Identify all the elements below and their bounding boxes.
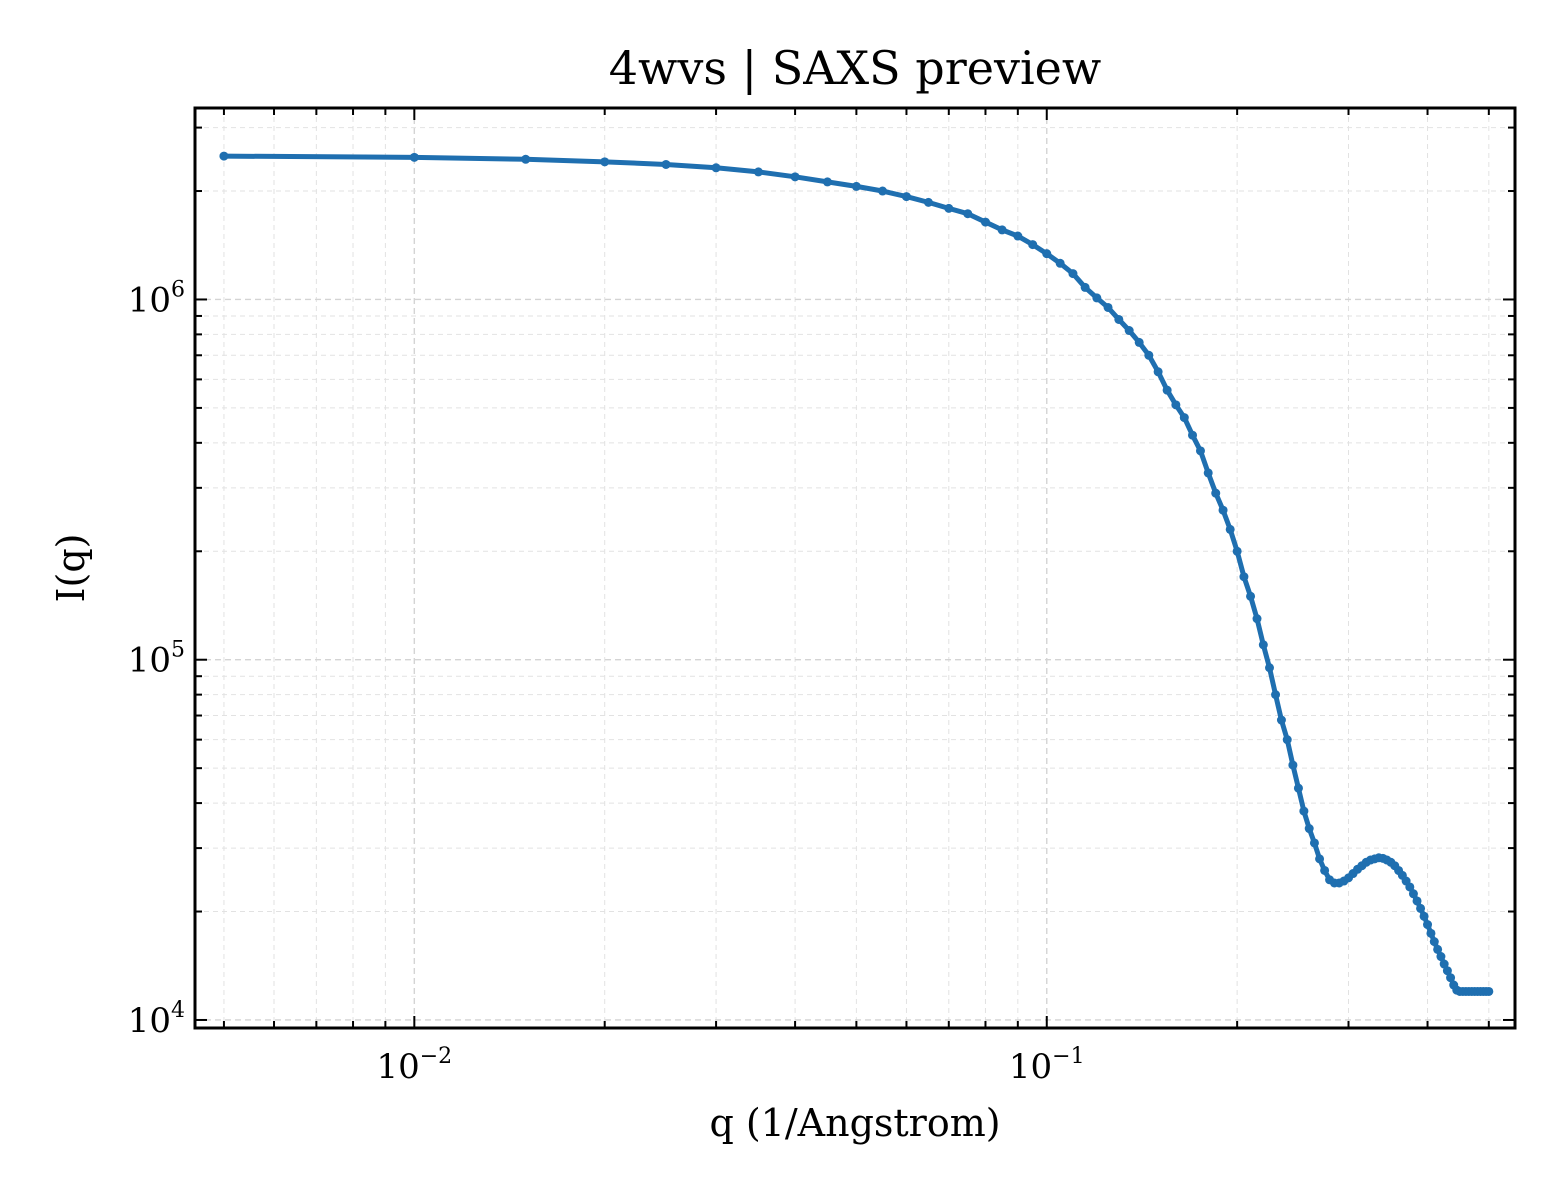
data-point xyxy=(1258,640,1268,650)
y-tick-label: 105 xyxy=(128,638,185,681)
data-point xyxy=(1282,735,1292,745)
grid-layer xyxy=(195,108,1515,1028)
data-point xyxy=(1320,865,1330,875)
data-point xyxy=(1309,838,1319,848)
data-point xyxy=(1114,314,1124,324)
data-point xyxy=(1203,468,1213,478)
data-point xyxy=(753,167,763,177)
data-point xyxy=(1162,385,1172,395)
data-point xyxy=(1013,231,1023,241)
data-point xyxy=(1439,959,1449,969)
data-point xyxy=(661,159,671,169)
data-point xyxy=(878,186,888,196)
data-point xyxy=(851,181,861,191)
data-point xyxy=(790,172,800,182)
data-point xyxy=(1144,350,1154,360)
data-point xyxy=(1299,806,1309,816)
data-point xyxy=(600,157,610,167)
data-point xyxy=(1124,326,1134,336)
data-point xyxy=(1179,413,1189,423)
data-point xyxy=(822,177,832,187)
data-point xyxy=(1092,293,1102,303)
data-point xyxy=(1408,889,1418,899)
data-point xyxy=(1304,824,1314,834)
series-layer xyxy=(219,151,1494,996)
y-tick-label: 104 xyxy=(128,998,185,1041)
plot-frame xyxy=(193,106,1517,1030)
data-point xyxy=(1412,896,1422,906)
data-point xyxy=(1246,591,1256,601)
x-tick-label: 10−2 xyxy=(376,1044,452,1087)
data-point xyxy=(1218,505,1228,515)
data-point xyxy=(1153,367,1163,377)
data-point xyxy=(1426,928,1436,938)
data-point xyxy=(1134,337,1144,347)
data-point xyxy=(1211,488,1221,498)
data-point xyxy=(944,203,954,213)
data-point xyxy=(1436,952,1446,962)
data-point xyxy=(711,163,721,173)
data-point xyxy=(1419,911,1429,921)
data-point xyxy=(1252,614,1262,624)
data-point xyxy=(1433,944,1443,954)
data-point xyxy=(1195,446,1205,456)
data-point xyxy=(923,197,933,207)
tick-label-layer: 10−2 10−1 104 105 106 xyxy=(128,277,1085,1087)
data-point xyxy=(1446,973,1456,983)
data-point xyxy=(1484,986,1494,996)
data-point xyxy=(1315,854,1325,864)
data-point xyxy=(1055,258,1065,268)
chart-title: 4wvs | SAXS preview xyxy=(609,41,1102,95)
y-tick-label: 106 xyxy=(128,277,185,320)
data-point xyxy=(409,152,419,162)
data-point xyxy=(1271,690,1281,700)
data-point xyxy=(219,151,229,161)
data-point xyxy=(1416,903,1426,913)
data-point xyxy=(1429,937,1439,947)
data-point xyxy=(1293,783,1303,793)
data-point xyxy=(1423,920,1433,930)
data-point xyxy=(901,192,911,202)
data-point xyxy=(963,209,973,219)
data-point xyxy=(997,225,1007,235)
data-point xyxy=(1171,400,1181,410)
data-point xyxy=(980,217,990,227)
data-point xyxy=(1103,302,1113,312)
data-point xyxy=(1068,269,1078,279)
data-point xyxy=(1232,546,1242,556)
data-point xyxy=(1265,663,1274,673)
data-point xyxy=(1288,760,1298,770)
data-point xyxy=(1188,430,1198,440)
data-point xyxy=(1028,240,1038,250)
data-point xyxy=(1276,715,1286,725)
data-point xyxy=(1239,572,1249,582)
x-axis-label: q (1/Angstrom) xyxy=(709,1101,1000,1145)
y-axis-label: I(q) xyxy=(49,534,93,603)
data-point xyxy=(1405,882,1415,892)
x-tick-label: 10−1 xyxy=(1009,1044,1085,1087)
data-point xyxy=(1442,966,1452,976)
data-point xyxy=(1225,524,1235,534)
data-point xyxy=(1042,249,1052,259)
tick-layer xyxy=(195,108,1515,1028)
data-point xyxy=(1080,282,1090,292)
data-point xyxy=(521,154,531,164)
